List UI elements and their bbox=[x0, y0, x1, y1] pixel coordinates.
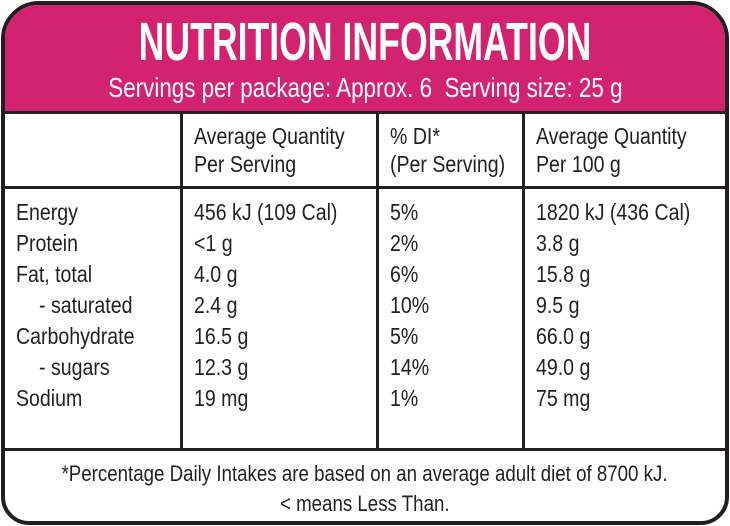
table-row: Fat, total 4.0 g 6% 15.8 g bbox=[5, 259, 725, 290]
header-text: Per 100 g bbox=[535, 151, 621, 177]
header-row: Average Quantity Per Serving % DI* (Per … bbox=[5, 114, 726, 189]
value-per-100g: 9.5 g bbox=[521, 290, 725, 321]
header-text: (Per Serving) bbox=[389, 151, 505, 177]
label-header: NUTRITION INFORMATION Servings per packa… bbox=[5, 5, 725, 114]
nutrient-label: Protein bbox=[16, 230, 78, 256]
header-text: Average Quantity bbox=[535, 123, 687, 149]
footnote-line-1: *Percentage Daily Intakes are based on a… bbox=[61, 461, 669, 486]
nutrient-label: Carbohydrate bbox=[16, 323, 135, 349]
header-line: Per Serving bbox=[194, 150, 376, 178]
value-per-serving: 16.5 g bbox=[179, 321, 377, 352]
header-line: Per 100 g bbox=[536, 150, 726, 178]
header-line: Average Quantity bbox=[536, 122, 726, 150]
servings-info: Servings per package: Approx. 6 Serving … bbox=[44, 71, 687, 104]
value-per-serving: 456 kJ (109 Cal) bbox=[179, 187, 377, 228]
footnote: *Percentage Daily Intakes are based on a… bbox=[5, 448, 725, 521]
value-di-per-serving: 6% bbox=[375, 259, 523, 290]
table-body: Energy 456 kJ (109 Cal) 5% 1820 kJ (436 … bbox=[5, 187, 725, 448]
header-line: % DI* bbox=[390, 122, 522, 150]
nutrition-table: Average Quantity Per Serving % DI* (Per … bbox=[5, 114, 725, 448]
value-per-serving: 2.4 g bbox=[179, 290, 377, 321]
column-header-avg-per-serving: Average Quantity Per Serving bbox=[179, 114, 377, 189]
table-spacer-row bbox=[5, 414, 725, 448]
nutrient-label: Fat, total bbox=[16, 261, 93, 287]
nutrient-label: - sugars bbox=[39, 354, 110, 380]
table-row: Energy 456 kJ (109 Cal) 5% 1820 kJ (436 … bbox=[5, 187, 725, 228]
header-line: (Per Serving) bbox=[390, 150, 522, 178]
table-row: Protein <1 g 2% 3.8 g bbox=[5, 228, 725, 259]
table-row: - sugars 12.3 g 14% 49.0 g bbox=[5, 352, 725, 383]
header-line: Average Quantity bbox=[194, 122, 376, 150]
page-title: NUTRITION INFORMATION bbox=[22, 14, 708, 71]
value-per-100g: 1820 kJ (436 Cal) bbox=[521, 187, 725, 228]
value-per-100g: 15.8 g bbox=[521, 259, 725, 290]
table-header: Average Quantity Per Serving % DI* (Per … bbox=[5, 114, 726, 189]
value-per-serving: 4.0 g bbox=[179, 259, 377, 290]
table-row: Carbohydrate 16.5 g 5% 66.0 g bbox=[5, 321, 725, 352]
column-header-blank bbox=[5, 114, 181, 189]
header-text: % DI* bbox=[389, 123, 440, 149]
column-header-di: % DI* (Per Serving) bbox=[375, 114, 523, 189]
column-header-avg-per-100g: Average Quantity Per 100 g bbox=[521, 114, 726, 189]
footnote-line-2: < means Less Than. bbox=[280, 491, 450, 516]
nutrient-label: Energy bbox=[16, 199, 78, 225]
value-di-per-serving: 1% bbox=[375, 383, 523, 414]
title-text: NUTRITION INFORMATION bbox=[138, 12, 592, 73]
value-per-serving: <1 g bbox=[179, 228, 377, 259]
value-di-per-serving: 10% bbox=[375, 290, 523, 321]
nutrient-label: Sodium bbox=[16, 385, 83, 411]
value-per-100g: 66.0 g bbox=[521, 321, 725, 352]
table-row: Sodium 19 mg 1% 75 mg bbox=[5, 383, 725, 414]
value-per-100g: 75 mg bbox=[521, 383, 725, 414]
nutrition-table-wrap: Average Quantity Per Serving % DI* (Per … bbox=[5, 114, 725, 448]
value-per-100g: 49.0 g bbox=[521, 352, 725, 383]
table-row: - saturated 2.4 g 10% 9.5 g bbox=[5, 290, 725, 321]
servings-text: Servings per package: Approx. 6 Serving … bbox=[107, 71, 623, 103]
header-text: Per Serving bbox=[193, 151, 296, 177]
value-di-per-serving: 14% bbox=[375, 352, 523, 383]
nutrient-label: - saturated bbox=[39, 292, 133, 318]
value-di-per-serving: 2% bbox=[375, 228, 523, 259]
value-per-serving: 19 mg bbox=[179, 383, 377, 414]
value-per-serving: 12.3 g bbox=[179, 352, 377, 383]
value-di-per-serving: 5% bbox=[375, 187, 523, 228]
value-per-100g: 3.8 g bbox=[521, 228, 725, 259]
header-text: Average Quantity bbox=[193, 123, 345, 149]
value-di-per-serving: 5% bbox=[375, 321, 523, 352]
